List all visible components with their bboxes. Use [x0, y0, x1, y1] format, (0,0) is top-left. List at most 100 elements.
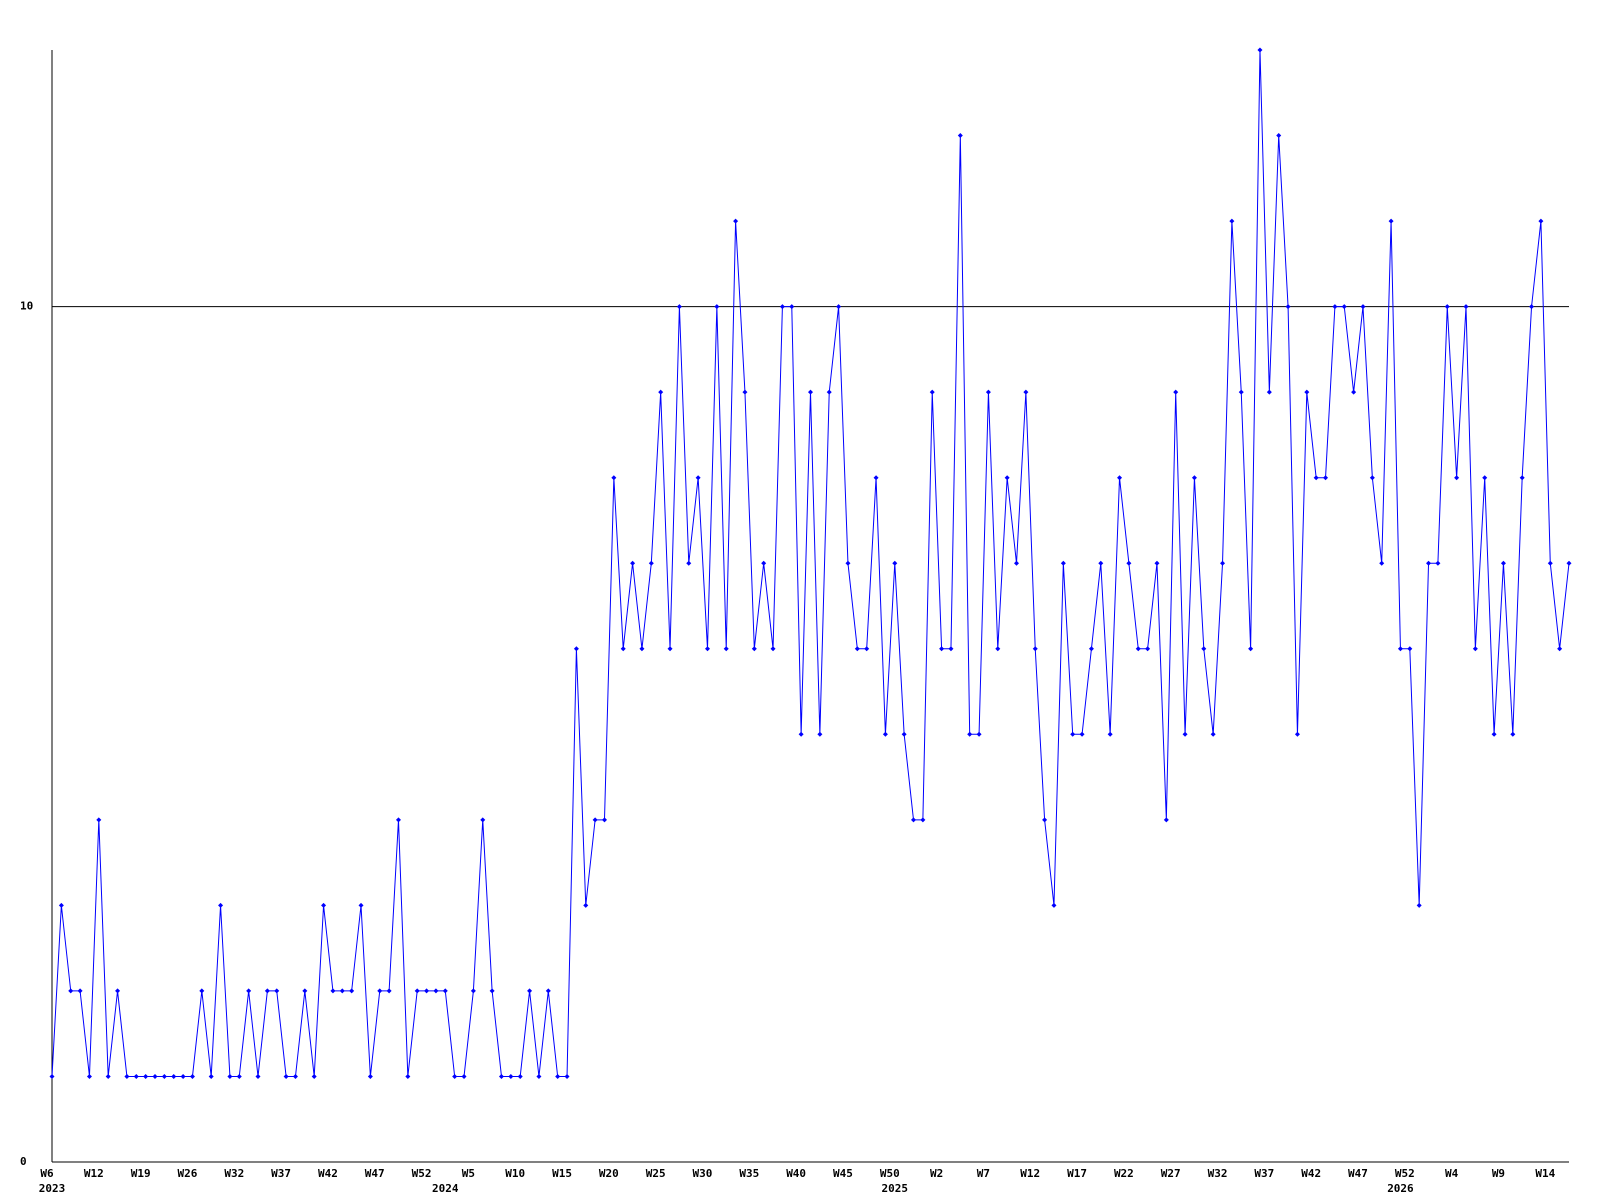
x-tick-label: W4: [1445, 1167, 1459, 1180]
data-point: [686, 560, 692, 566]
data-point: [470, 988, 476, 994]
data-point: [498, 1073, 504, 1079]
data-point: [1557, 646, 1563, 652]
data-point: [480, 817, 486, 823]
data-point: [845, 560, 851, 566]
data-point: [957, 133, 963, 139]
data-point: [1098, 560, 1104, 566]
data-point: [929, 389, 935, 395]
data-point: [227, 1073, 233, 1079]
x-tick-label: W50: [880, 1167, 900, 1180]
x-tick-label: W47: [365, 1167, 385, 1180]
data-point: [658, 389, 664, 395]
data-point: [1547, 560, 1553, 566]
data-point: [321, 902, 327, 908]
data-point: [911, 817, 917, 823]
data-point: [1117, 475, 1123, 481]
data-point: [985, 389, 991, 395]
x-tick-label: W10: [505, 1167, 525, 1180]
data-point: [751, 646, 757, 652]
x-tick-label: W25: [646, 1167, 666, 1180]
data-point: [1397, 646, 1403, 652]
data-point: [1051, 902, 1057, 908]
x-tick-label: W12: [84, 1167, 104, 1180]
data-point: [892, 560, 898, 566]
data-point: [1145, 646, 1151, 652]
data-point: [489, 988, 495, 994]
x-tick-label: W52: [412, 1167, 432, 1180]
x-tick-label: W5: [462, 1167, 475, 1180]
data-point: [199, 988, 205, 994]
x-tick-label: W6: [40, 1167, 54, 1180]
data-point: [761, 560, 767, 566]
data-point: [180, 1073, 186, 1079]
data-point: [555, 1073, 561, 1079]
data-point: [386, 988, 392, 994]
data-point: [1482, 475, 1488, 481]
data-point: [1416, 902, 1422, 908]
data-point: [630, 560, 636, 566]
data-point: [967, 731, 973, 737]
data-point: [218, 902, 224, 908]
data-point: [1126, 560, 1132, 566]
data-point: [1454, 475, 1460, 481]
data-point: [770, 646, 776, 652]
data-point: [1154, 560, 1160, 566]
data-point: [836, 304, 842, 310]
data-point: [1004, 475, 1010, 481]
x-tick-label: W20: [599, 1167, 619, 1180]
data-point: [1351, 389, 1357, 395]
year-label: 2024: [432, 1182, 459, 1195]
data-point: [283, 1073, 289, 1079]
data-point: [920, 817, 926, 823]
data-point: [648, 560, 654, 566]
data-point: [1510, 731, 1516, 737]
x-tick-label: W22: [1114, 1167, 1134, 1180]
data-point: [161, 1073, 167, 1079]
data-point: [1369, 475, 1375, 481]
data-point: [189, 1073, 195, 1079]
data-point: [667, 646, 673, 652]
data-point: [1538, 218, 1544, 224]
data-point: [1173, 389, 1179, 395]
x-tick-label: W37: [271, 1167, 291, 1180]
data-point: [330, 988, 336, 994]
data-point: [152, 1073, 158, 1079]
data-point: [264, 988, 270, 994]
data-point: [882, 731, 888, 737]
x-tick-label: W40: [786, 1167, 806, 1180]
x-tick-label: W14: [1535, 1167, 1555, 1180]
data-line: [51, 49, 1570, 1077]
data-point: [461, 1073, 467, 1079]
data-point: [302, 988, 308, 994]
data-point: [676, 304, 682, 310]
data-point: [1023, 389, 1029, 395]
data-point: [77, 988, 83, 994]
data-point: [1360, 304, 1366, 310]
data-point: [452, 1073, 458, 1079]
data-point: [1070, 731, 1076, 737]
data-point: [714, 304, 720, 310]
data-point: [395, 817, 401, 823]
data-point: [405, 1073, 411, 1079]
data-point: [1426, 560, 1432, 566]
data-point: [1014, 560, 1020, 566]
data-point: [939, 646, 945, 652]
data-point: [96, 817, 102, 823]
data-point: [1257, 47, 1263, 53]
data-point: [1444, 304, 1450, 310]
data-point: [124, 1073, 130, 1079]
data-point: [433, 988, 439, 994]
data-point: [742, 389, 748, 395]
data-point: [808, 389, 813, 395]
data-point: [1135, 646, 1141, 652]
data-point: [1060, 560, 1066, 566]
data-point: [424, 988, 430, 994]
data-point: [1341, 304, 1347, 310]
data-point: [292, 1073, 298, 1079]
x-tick-label: W2: [930, 1167, 943, 1180]
data-point: [255, 1073, 261, 1079]
data-point: [527, 988, 533, 994]
data-point: [564, 1073, 570, 1079]
data-point: [1079, 731, 1085, 737]
